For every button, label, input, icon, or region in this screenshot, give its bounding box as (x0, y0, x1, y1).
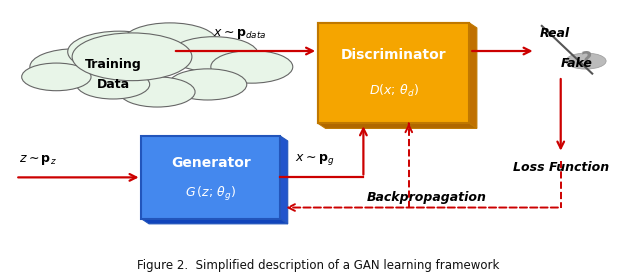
Circle shape (169, 69, 247, 100)
Text: $G\,(z;\,\theta_g)$: $G\,(z;\,\theta_g)$ (185, 185, 237, 203)
Text: $x \sim \mathbf{p}_{data}$: $x \sim \mathbf{p}_{data}$ (212, 27, 266, 41)
Polygon shape (469, 23, 477, 129)
Text: Discriminator: Discriminator (341, 48, 446, 62)
Polygon shape (318, 123, 477, 129)
Text: ?: ? (580, 50, 591, 69)
Circle shape (211, 50, 293, 83)
Circle shape (72, 33, 192, 81)
Polygon shape (141, 219, 287, 224)
Circle shape (76, 70, 149, 99)
Text: Fake: Fake (560, 57, 592, 70)
Text: Data: Data (97, 78, 130, 91)
Circle shape (30, 49, 121, 85)
Circle shape (123, 23, 217, 61)
Polygon shape (280, 136, 287, 224)
Text: Generator: Generator (171, 156, 251, 170)
Text: Backpropagation: Backpropagation (367, 191, 487, 204)
Text: Figure 2.  Simplified description of a GAN learning framework: Figure 2. Simplified description of a GA… (137, 259, 499, 272)
FancyBboxPatch shape (141, 136, 280, 219)
Text: $z \sim \mathbf{p}_{z}$: $z \sim \mathbf{p}_{z}$ (18, 153, 57, 167)
Text: Loss Function: Loss Function (513, 161, 609, 174)
Circle shape (170, 37, 258, 72)
Text: $x \sim \mathbf{p}_{g}$: $x \sim \mathbf{p}_{g}$ (295, 152, 335, 167)
Circle shape (67, 31, 171, 72)
Text: Real: Real (539, 27, 569, 40)
Text: $D(x;\,\theta_d)$: $D(x;\,\theta_d)$ (369, 83, 418, 99)
Text: Training: Training (85, 58, 141, 71)
FancyBboxPatch shape (318, 23, 469, 123)
FancyBboxPatch shape (318, 23, 469, 123)
Circle shape (22, 63, 91, 91)
Circle shape (120, 77, 195, 107)
Circle shape (566, 53, 606, 69)
